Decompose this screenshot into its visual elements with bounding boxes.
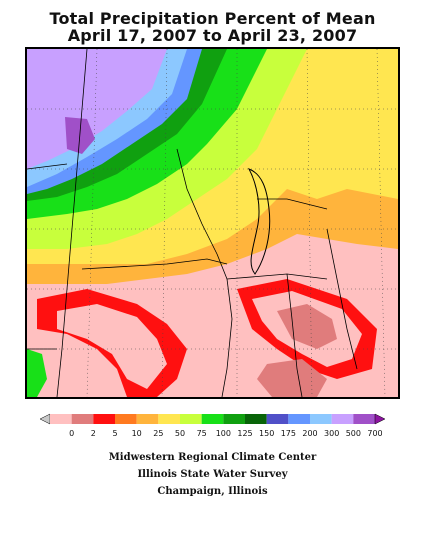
legend-swatch bbox=[93, 414, 115, 424]
credit-line-3: Champaign, Illinois bbox=[157, 486, 268, 497]
legend-tick-label: 300 bbox=[324, 429, 339, 438]
region-southeast-rose bbox=[277, 304, 337, 349]
legend-swatch bbox=[223, 414, 245, 424]
legend-tick-label: 100 bbox=[216, 429, 231, 438]
legend-tick-label: 25 bbox=[153, 429, 163, 438]
precipitation-map bbox=[25, 47, 400, 399]
legend-tick-label: 50 bbox=[175, 429, 185, 438]
region-southwest-green bbox=[27, 349, 47, 397]
legend-swatch bbox=[115, 414, 137, 424]
region-south-rose bbox=[257, 359, 327, 397]
legend-swatch bbox=[158, 414, 180, 424]
legend-tick-label: 500 bbox=[346, 429, 361, 438]
legend-tick-label: 0 bbox=[69, 429, 74, 438]
legend-tick-label: 5 bbox=[112, 429, 117, 438]
region-southwest-pink bbox=[57, 304, 167, 389]
credit-line-2: Illinois State Water Survey bbox=[137, 469, 288, 480]
map-title: Total Precipitation Percent of Mean bbox=[49, 9, 376, 28]
lake-michigan bbox=[247, 168, 271, 275]
legend-swatch bbox=[201, 414, 224, 424]
legend-tick-label: 700 bbox=[367, 429, 382, 438]
legend-tick-label: 150 bbox=[259, 429, 274, 438]
legend-swatch bbox=[50, 414, 72, 424]
legend-swatch bbox=[288, 414, 310, 424]
legend-swatch bbox=[331, 414, 354, 424]
credit-line-1: Midwestern Regional Climate Center bbox=[108, 452, 317, 463]
map-date-range: April 17, 2007 to April 23, 2007 bbox=[67, 26, 358, 45]
legend-tick-label: 75 bbox=[197, 429, 207, 438]
legend-arrow-high bbox=[374, 413, 385, 425]
legend-swatch bbox=[136, 414, 159, 424]
legend-tick-label: 175 bbox=[281, 429, 296, 438]
legend-swatch bbox=[245, 414, 267, 424]
legend-tick-label: 200 bbox=[302, 429, 317, 438]
legend-tick-label: 2 bbox=[91, 429, 96, 438]
region-north-lavender bbox=[27, 49, 167, 169]
legend-tick-label: 125 bbox=[237, 429, 252, 438]
color-legend: 0 2 5 10 25 50 75 100 125 150 175 200 300 500 700 bbox=[40, 413, 385, 438]
legend-swatch bbox=[310, 414, 332, 424]
legend-swatch bbox=[71, 414, 94, 424]
legend-swatch bbox=[353, 414, 375, 424]
legend-swatch bbox=[180, 414, 202, 424]
legend-tick-label: 10 bbox=[132, 429, 142, 438]
legend-swatch bbox=[266, 414, 289, 424]
legend-arrow-low bbox=[40, 413, 51, 425]
